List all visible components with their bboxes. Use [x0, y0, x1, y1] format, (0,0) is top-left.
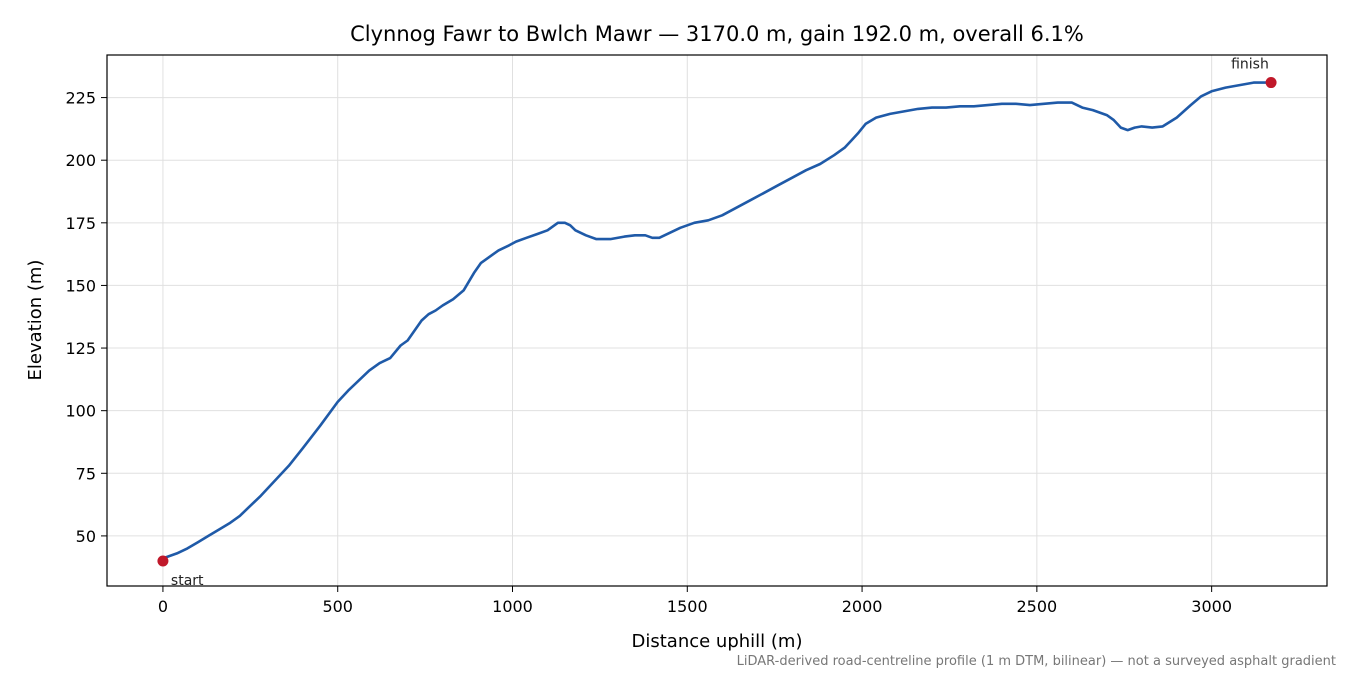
finish-label: finish — [1231, 57, 1269, 73]
grid-lines — [107, 55, 1327, 586]
y-tick-label: 75 — [76, 464, 96, 483]
plot-area-frame — [106, 54, 1328, 587]
x-tick-label: 3000 — [1191, 597, 1232, 616]
markers: start finish — [157, 57, 1277, 589]
footnote: LiDAR-derived road-centreline profile (1… — [737, 654, 1336, 669]
x-tick-label: 2500 — [1016, 597, 1057, 616]
x-tick-label: 500 — [322, 597, 353, 616]
x-axis-ticks: 0 500 1000 1500 2000 2500 3000 — [158, 586, 1232, 616]
x-axis-label: Distance uphill (m) — [632, 631, 803, 652]
x-tick-label: 0 — [158, 597, 168, 616]
y-tick-label: 200 — [65, 151, 96, 170]
y-tick-label: 175 — [65, 214, 96, 233]
x-tick-label: 1000 — [492, 597, 533, 616]
y-tick-label: 100 — [65, 402, 96, 421]
chart-title: Clynnog Fawr to Bwlch Mawr — 3170.0 m, g… — [350, 22, 1084, 46]
finish-marker — [1265, 77, 1277, 89]
start-label: start — [171, 573, 204, 589]
y-axis-label: Elevation (m) — [25, 260, 46, 381]
y-tick-label: 50 — [76, 527, 96, 546]
elevation-profile-line — [161, 81, 1273, 560]
start-marker — [157, 555, 169, 567]
x-tick-label: 1500 — [667, 597, 708, 616]
series-layer — [161, 81, 1273, 560]
y-tick-label: 125 — [65, 339, 96, 358]
y-tick-label: 225 — [65, 89, 96, 108]
y-axis-ticks: 50 75 100 125 150 175 200 225 — [65, 89, 107, 546]
y-tick-label: 150 — [65, 276, 96, 295]
x-tick-label: 2000 — [842, 597, 883, 616]
